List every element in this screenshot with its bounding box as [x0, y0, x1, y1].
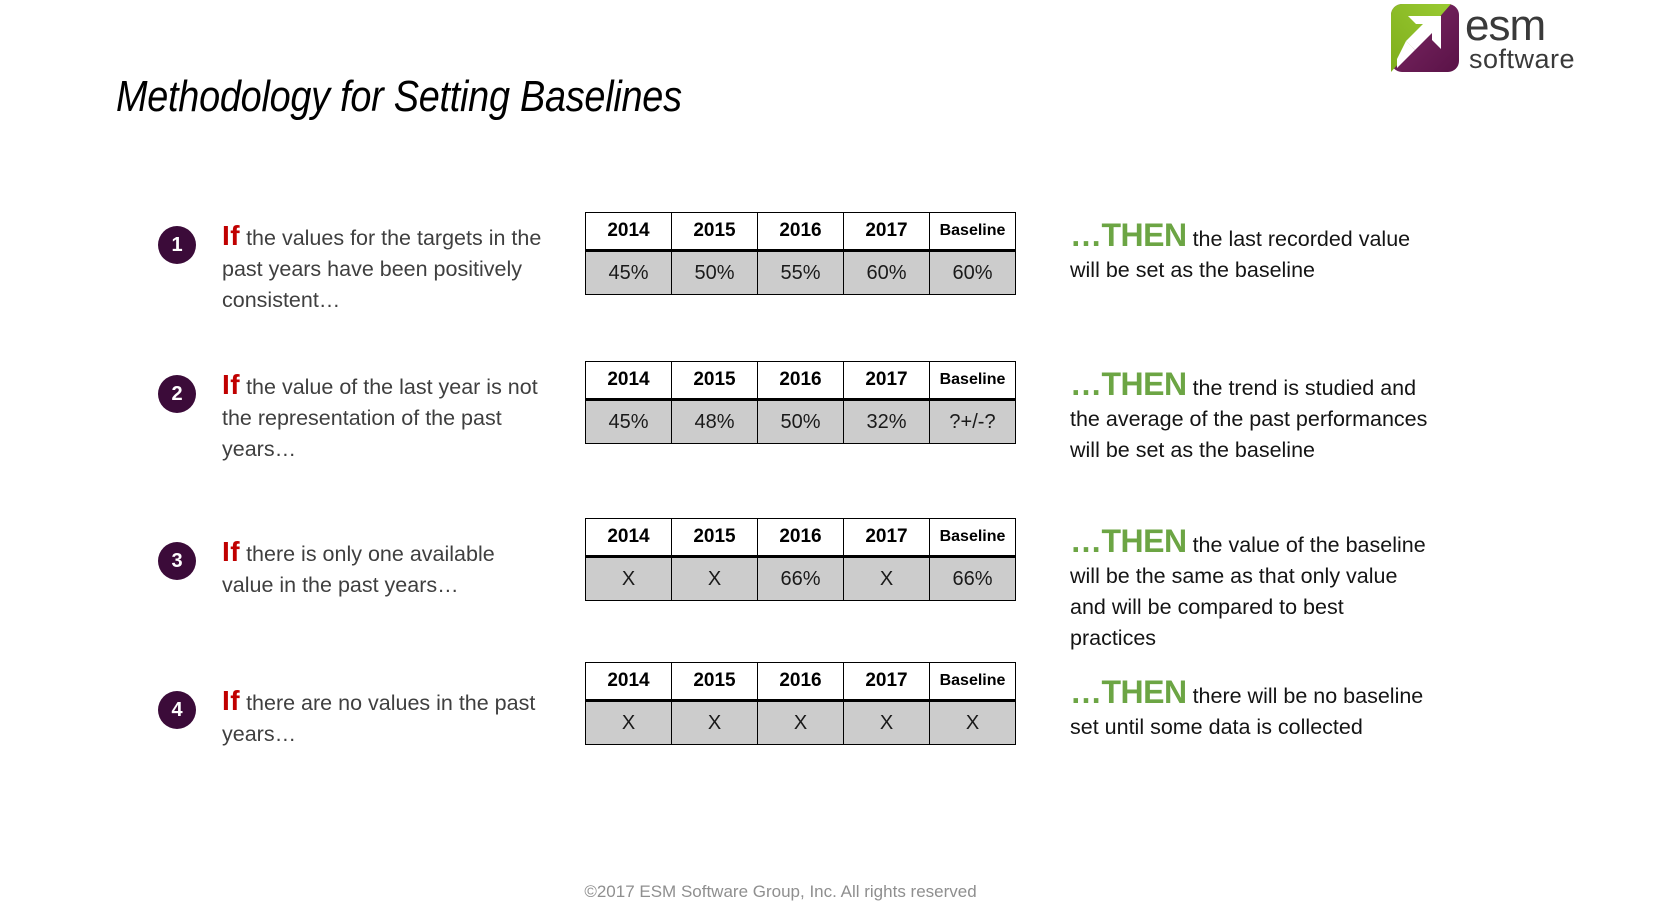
cell-2015: X: [671, 700, 758, 745]
col-header-baseline: Baseline: [929, 212, 1016, 252]
col-header-2014: 2014: [585, 212, 672, 252]
if-keyword: If: [222, 369, 241, 400]
cell-baseline: ?+/-?: [929, 399, 1016, 444]
cell-2014: 45%: [585, 399, 672, 444]
rule-number-badge: 4: [158, 691, 196, 729]
then-keyword: …THEN: [1070, 217, 1187, 253]
then-body: the last recorded value will be set as t…: [1070, 227, 1411, 282]
then-keyword: …THEN: [1070, 366, 1187, 402]
col-header-2017: 2017: [843, 212, 930, 252]
rule-number-badge: 1: [158, 226, 196, 264]
col-header-2015: 2015: [671, 518, 758, 558]
rule-number-badge: 2: [158, 375, 196, 413]
cell-2015: 50%: [671, 250, 758, 295]
table-row: X X 66% X 66%: [585, 556, 1016, 601]
cell-2016: 50%: [757, 399, 844, 444]
cell-2014: X: [585, 700, 672, 745]
if-body: there are no values in the past years…: [222, 691, 536, 746]
if-keyword: If: [222, 220, 241, 251]
then-body: the trend is studied and the average of …: [1070, 376, 1428, 462]
table-row: 45% 48% 50% 32% ?+/-?: [585, 399, 1016, 444]
table-header-row: 2014 2015 2016 2017 Baseline: [585, 212, 1016, 252]
then-result-text: …THEN the trend is studied and the avera…: [1070, 366, 1430, 466]
baseline-table-2: 2014 2015 2016 2017 Baseline 45% 48% 50%…: [585, 361, 1016, 444]
table-header-row: 2014 2015 2016 2017 Baseline: [585, 518, 1016, 558]
col-header-baseline: Baseline: [929, 518, 1016, 558]
cell-2014: X: [585, 556, 672, 601]
then-result-text: …THEN the value of the baseline will be …: [1070, 523, 1430, 654]
cell-2015: 48%: [671, 399, 758, 444]
cell-2016: 66%: [757, 556, 844, 601]
col-header-2016: 2016: [757, 212, 844, 252]
col-header-baseline: Baseline: [929, 662, 1016, 702]
col-header-2014: 2014: [585, 662, 672, 702]
table-header-row: 2014 2015 2016 2017 Baseline: [585, 662, 1016, 702]
cell-2016: X: [757, 700, 844, 745]
col-header-2015: 2015: [671, 662, 758, 702]
if-condition-text: If the value of the last year is not the…: [222, 369, 552, 465]
cell-2017: 32%: [843, 399, 930, 444]
cell-2017: 60%: [843, 250, 930, 295]
col-header-2017: 2017: [843, 662, 930, 702]
cell-2017: X: [843, 556, 930, 601]
if-keyword: If: [222, 685, 241, 716]
col-header-2017: 2017: [843, 518, 930, 558]
col-header-2015: 2015: [671, 212, 758, 252]
esm-software-logo: esm software: [1391, 2, 1663, 74]
col-header-2014: 2014: [585, 361, 672, 401]
col-header-2016: 2016: [757, 518, 844, 558]
cell-baseline: 60%: [929, 250, 1016, 295]
cell-baseline: 66%: [929, 556, 1016, 601]
col-header-2014: 2014: [585, 518, 672, 558]
then-keyword: …THEN: [1070, 674, 1187, 710]
col-header-2016: 2016: [757, 662, 844, 702]
cell-2014: 45%: [585, 250, 672, 295]
if-condition-text: If the values for the targets in the pas…: [222, 220, 552, 316]
then-keyword: …THEN: [1070, 523, 1187, 559]
copyright-text: ©2017 ESM Software Group, Inc. All right…: [584, 882, 977, 901]
cell-2015: X: [671, 556, 758, 601]
baseline-table-1: 2014 2015 2016 2017 Baseline 45% 50% 55%…: [585, 212, 1016, 295]
if-body: the value of the last year is not the re…: [222, 375, 538, 461]
table-row: 45% 50% 55% 60% 60%: [585, 250, 1016, 295]
col-header-baseline: Baseline: [929, 361, 1016, 401]
baseline-table-3: 2014 2015 2016 2017 Baseline X X 66% X 6…: [585, 518, 1016, 601]
table-header-row: 2014 2015 2016 2017 Baseline: [585, 361, 1016, 401]
esm-wordmark: esm software: [1465, 2, 1575, 74]
then-body: there will be no baseline set until some…: [1070, 684, 1424, 739]
col-header-2017: 2017: [843, 361, 930, 401]
svg-text:esm: esm: [1465, 2, 1545, 50]
cell-2016: 55%: [757, 250, 844, 295]
col-header-2016: 2016: [757, 361, 844, 401]
if-body: the values for the targets in the past y…: [222, 226, 542, 312]
then-body: the value of the baseline will be the sa…: [1070, 533, 1426, 650]
cell-2017: X: [843, 700, 930, 745]
if-condition-text: If there is only one available value in …: [222, 536, 552, 601]
cell-baseline: X: [929, 700, 1016, 745]
page-title: Methodology for Setting Baselines: [116, 72, 682, 121]
col-header-2015: 2015: [671, 361, 758, 401]
copyright-footer: ©2017 ESM Software Group, Inc. All right…: [0, 882, 1671, 902]
baseline-table-4: 2014 2015 2016 2017 Baseline X X X X X: [585, 662, 1016, 745]
svg-text:software: software: [1469, 44, 1575, 74]
if-body: there is only one available value in the…: [222, 542, 495, 597]
if-keyword: If: [222, 536, 241, 567]
if-condition-text: If there are no values in the past years…: [222, 685, 552, 750]
esm-arrow-mark-icon: [1391, 4, 1459, 72]
rule-number-badge: 3: [158, 542, 196, 580]
then-result-text: …THEN there will be no baseline set unti…: [1070, 674, 1430, 743]
then-result-text: …THEN the last recorded value will be se…: [1070, 217, 1430, 286]
table-row: X X X X X: [585, 700, 1016, 745]
